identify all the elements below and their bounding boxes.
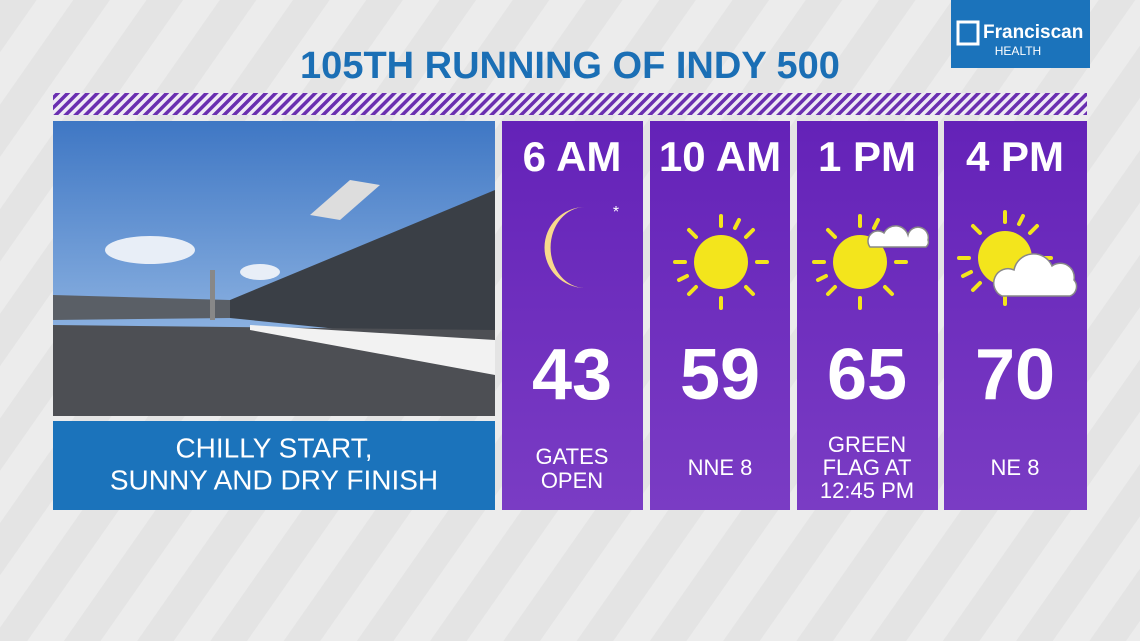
- note: NNE 8: [688, 455, 753, 480]
- temperature: 43: [532, 335, 612, 415]
- note: GATES: [536, 444, 609, 469]
- note: FLAG AT: [823, 455, 912, 480]
- temperature: 59: [680, 335, 760, 415]
- time: 1 PM: [818, 133, 916, 180]
- caption-line: CHILLY START,: [175, 432, 372, 463]
- note: OPEN: [541, 468, 603, 493]
- time: 6 AM: [523, 133, 622, 180]
- note: GREEN: [828, 432, 906, 457]
- sponsor-name: Franciscan: [983, 22, 1083, 43]
- forecast-column: 4 PM 70 NE 8: [944, 121, 1087, 510]
- note: 12:45 PM: [820, 478, 914, 503]
- note: NE 8: [991, 455, 1040, 480]
- title: 105TH RUNNING OF INDY 500: [300, 45, 840, 87]
- photo: [53, 121, 495, 416]
- sponsor-icon: [956, 20, 980, 46]
- sponsor-sub: HEALTH: [995, 44, 1041, 58]
- caption-box: [53, 421, 495, 510]
- forecast-column: 6 AM * 43 GATES OPEN: [502, 121, 643, 510]
- time: 10 AM: [659, 133, 781, 180]
- moon-icon: [544, 207, 585, 288]
- stripe-band: [53, 93, 1087, 115]
- time: 4 PM: [966, 133, 1064, 180]
- forecast-column: 1 PM 65 GREEN FLAG AT 12:45 PM: [797, 121, 938, 510]
- cloud-icon: [867, 225, 930, 248]
- cloud-icon: [992, 253, 1078, 297]
- marker: *: [613, 204, 619, 221]
- temperature: 65: [827, 335, 907, 415]
- caption-line: SUNNY AND DRY FINISH: [110, 464, 438, 495]
- temperature: 70: [975, 335, 1055, 415]
- forecast-column: 10 AM 59 NNE 8: [650, 121, 790, 510]
- sponsor-box: [951, 0, 1090, 68]
